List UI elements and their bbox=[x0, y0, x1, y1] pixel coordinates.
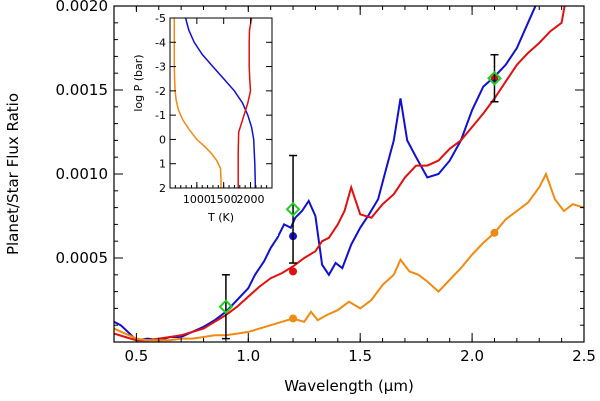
y-tick-label-3: 0.0015 bbox=[56, 81, 109, 99]
series-line-2 bbox=[114, 6, 566, 342]
x-tick-label-5: 2.5 bbox=[572, 347, 596, 365]
inset-frame bbox=[169, 17, 273, 189]
inset-y-tick-label-8: 2 bbox=[159, 182, 166, 195]
y-axis-title: Planet/Star Flux Ratio bbox=[4, 93, 22, 255]
inset-y-tick-label-2: -4 bbox=[155, 36, 166, 49]
x-axis-title: Wavelength (μm) bbox=[284, 377, 414, 395]
inset-x-tick-label-1: 1000 bbox=[183, 193, 211, 206]
inset-y-tick-label-7: 1 bbox=[159, 158, 166, 171]
model-point-6 bbox=[490, 228, 499, 237]
main-series-group bbox=[114, 6, 584, 342]
inset-x-axis-title: T (K) bbox=[207, 211, 234, 224]
series-line-3 bbox=[114, 171, 584, 342]
observation-diamond-3 bbox=[487, 70, 502, 86]
inset-series-group bbox=[173, 18, 257, 188]
model-point-3 bbox=[289, 314, 298, 323]
x-tick-label-3: 1.5 bbox=[348, 347, 372, 365]
inset-y-tick-label-1: -5 bbox=[155, 12, 166, 25]
model-point-2 bbox=[289, 267, 298, 276]
inset-x-tick-label-3: 2000 bbox=[237, 193, 265, 206]
inset-y-axis-title: log P (bar) bbox=[132, 54, 145, 111]
y-tick-label-2: 0.0010 bbox=[56, 165, 109, 183]
inset-profile-1 bbox=[173, 18, 222, 188]
y-tick-label-1: 0.0005 bbox=[56, 249, 109, 267]
inset-profile-3 bbox=[237, 18, 253, 188]
x-tick-label-2: 1.0 bbox=[236, 347, 260, 365]
inset-profile-2 bbox=[184, 18, 257, 188]
y-tick-label-4: 0.0020 bbox=[56, 0, 109, 15]
x-tick-label-4: 2.0 bbox=[460, 347, 484, 365]
inset-background bbox=[126, 12, 278, 236]
inset-y-tick-label-4: -2 bbox=[155, 85, 166, 98]
observation-diamond-1 bbox=[218, 299, 234, 315]
main-plot: 0.5 1.0 1.5 2.0 2.5 0.0005 0.0010 0.0015 0.0020 W… bbox=[4, 0, 596, 395]
inset-x-tick-label-2: 1500 bbox=[210, 193, 238, 206]
inset-y-tick-label-5: -1 bbox=[155, 109, 166, 122]
x-tick-label-1: 0.5 bbox=[124, 347, 148, 365]
observation-diamond-2 bbox=[285, 201, 301, 217]
inset-y-tick-label-6: 0 bbox=[159, 133, 166, 146]
inset-y-tick-label-3: -3 bbox=[155, 61, 166, 74]
